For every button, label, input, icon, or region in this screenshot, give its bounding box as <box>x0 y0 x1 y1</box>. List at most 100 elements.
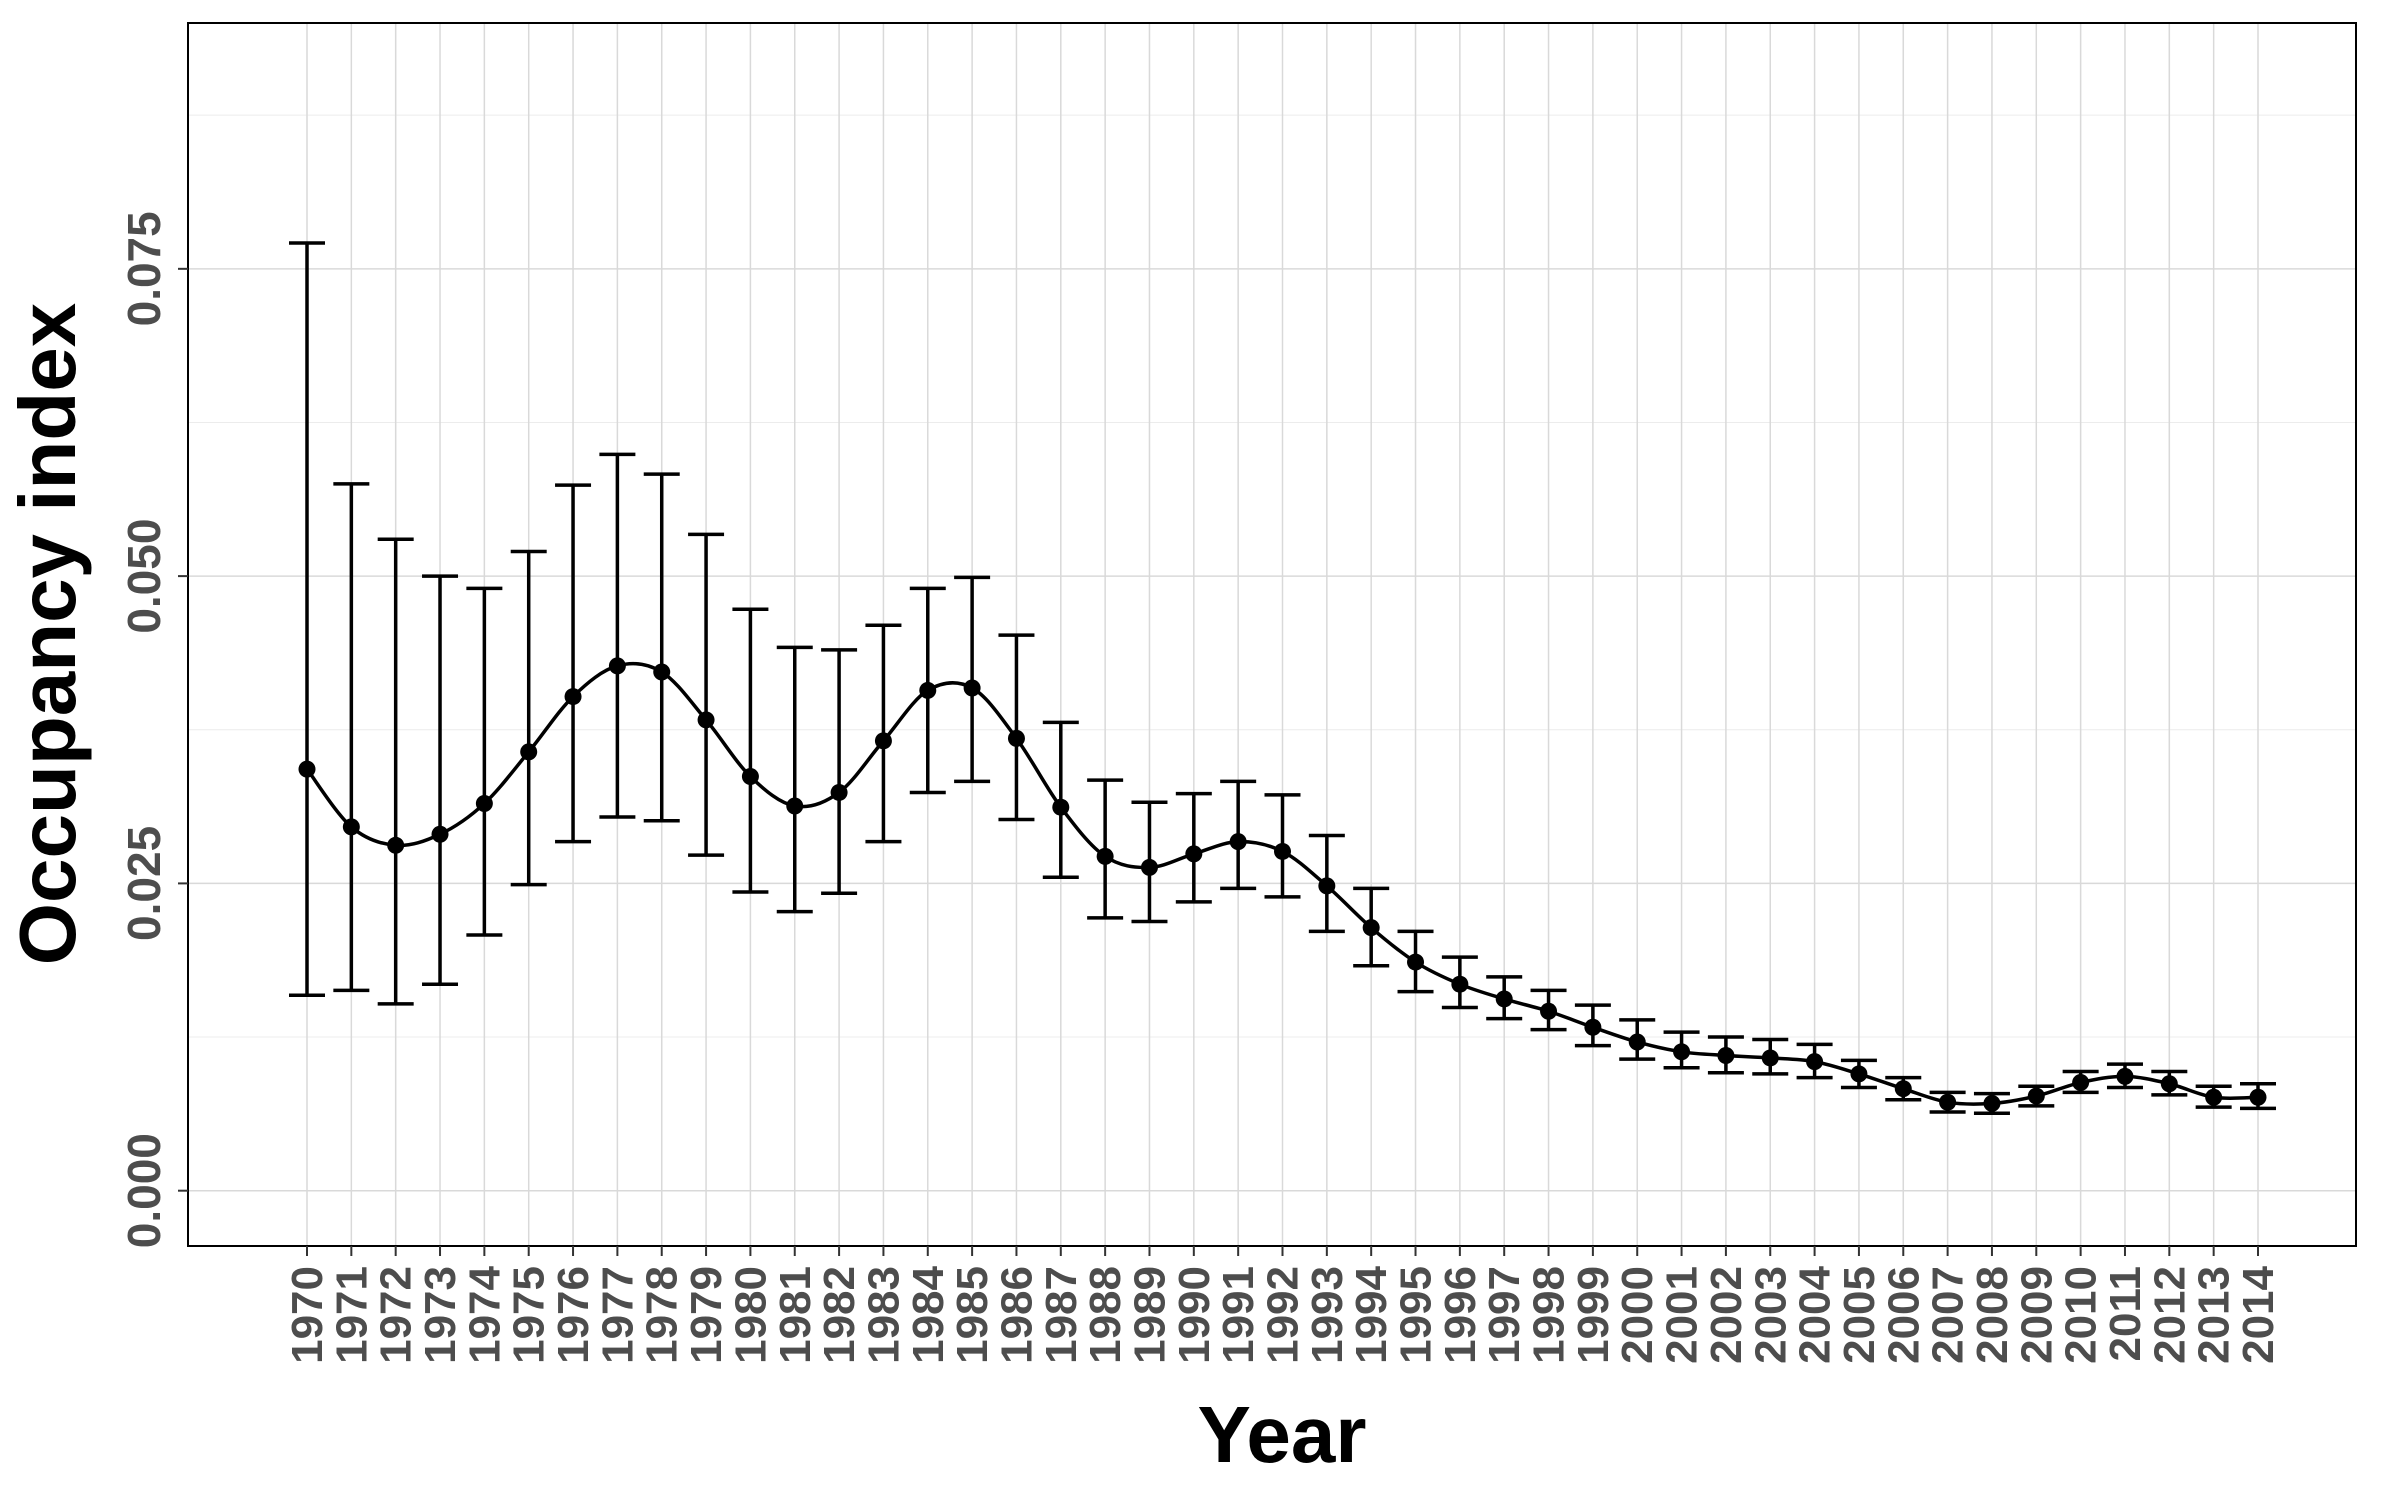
data-point-2007 <box>1939 1093 1957 1111</box>
data-point-1979 <box>697 711 715 729</box>
data-point-1973 <box>431 825 449 843</box>
x-tick-label: 1981 <box>771 1266 820 1364</box>
data-point-2000 <box>1628 1033 1646 1051</box>
y-axis-title: Occupancy index <box>3 303 92 965</box>
x-tick-label: 1987 <box>1037 1266 1086 1364</box>
x-tick-label: 1984 <box>904 1265 953 1363</box>
data-point-2012 <box>2160 1075 2178 1093</box>
x-tick-label: 2002 <box>1702 1266 1751 1364</box>
data-point-1983 <box>874 732 892 750</box>
plot-border <box>187 22 2357 1247</box>
data-point-1985 <box>963 679 981 697</box>
x-tick-label: 2000 <box>1613 1266 1662 1364</box>
x-tick-label: 1988 <box>1081 1266 1130 1364</box>
data-point-2014 <box>2249 1088 2267 1106</box>
data-points <box>298 657 2267 1112</box>
x-tick-label: 1999 <box>1569 1266 1618 1364</box>
data-point-1995 <box>1407 953 1425 971</box>
data-point-1975 <box>520 743 538 761</box>
data-point-1981 <box>786 797 804 815</box>
data-point-1982 <box>830 783 848 801</box>
data-point-1976 <box>564 688 582 706</box>
y-tick-label: 0.050 <box>118 519 170 634</box>
x-tick-label: 2010 <box>2057 1266 2106 1364</box>
data-point-1988 <box>1096 847 1114 865</box>
x-tick-label: 2003 <box>1746 1266 1795 1364</box>
x-tick-label: 2004 <box>1791 1265 1840 1363</box>
plot-background <box>188 23 2356 1246</box>
x-tick-label: 1982 <box>815 1266 864 1364</box>
x-tick-label: 1991 <box>1214 1266 1263 1364</box>
x-tick-label: 1994 <box>1347 1265 1396 1363</box>
data-point-1993 <box>1318 877 1336 895</box>
data-point-1989 <box>1140 858 1158 876</box>
data-point-2009 <box>2027 1087 2045 1105</box>
data-point-2011 <box>2116 1067 2134 1085</box>
x-tick-label: 1979 <box>682 1266 731 1364</box>
x-tick-label: 1992 <box>1259 1266 1308 1364</box>
x-tick-label: 2005 <box>1835 1266 1884 1364</box>
x-tick-label: 1974 <box>460 1265 509 1363</box>
x-tick-label: 1989 <box>1125 1266 1174 1364</box>
data-point-2006 <box>1894 1080 1912 1098</box>
data-point-1978 <box>653 663 671 681</box>
x-tick-label: 1973 <box>416 1266 465 1364</box>
x-axis-title: Year <box>1197 1390 1366 1479</box>
x-tick-label: 2013 <box>2190 1266 2239 1364</box>
x-tick-label: 1997 <box>1480 1266 1529 1364</box>
x-tick-label: 1980 <box>726 1266 775 1364</box>
data-point-2005 <box>1850 1065 1868 1083</box>
data-point-1992 <box>1274 842 1291 860</box>
data-point-1980 <box>741 767 759 785</box>
data-point-1999 <box>1584 1018 1602 1036</box>
y-tick-label: 0.000 <box>118 1133 170 1248</box>
x-tick-label: 2009 <box>2012 1266 2061 1364</box>
x-tick-label: 1998 <box>1525 1266 1574 1364</box>
x-tick-label: 1976 <box>549 1266 598 1364</box>
data-point-2003 <box>1761 1049 1779 1067</box>
x-tick-label: 1975 <box>505 1266 554 1364</box>
y-axis-ticks: 0.000 0.025 0.050 0.075 <box>118 211 188 1248</box>
x-tick-label: 2011 <box>2101 1266 2150 1361</box>
x-tick-label: 1977 <box>593 1266 642 1364</box>
data-point-1974 <box>475 795 493 813</box>
data-point-2002 <box>1717 1046 1735 1064</box>
x-tick-label: 2014 <box>2234 1265 2283 1363</box>
x-tick-label: 1993 <box>1303 1266 1352 1364</box>
data-point-1997 <box>1495 990 1513 1008</box>
data-point-2010 <box>2072 1074 2090 1092</box>
data-point-1970 <box>298 760 316 778</box>
data-point-2001 <box>1673 1043 1691 1061</box>
data-point-1998 <box>1540 1002 1558 1020</box>
x-axis-ticks: 1970197119721973197419751976197719781979… <box>283 1246 2283 1364</box>
data-point-1990 <box>1185 845 1203 863</box>
x-tick-label: 1990 <box>1170 1266 1219 1364</box>
x-tick-label: 2006 <box>1879 1266 1928 1364</box>
x-tick-label: 1972 <box>372 1266 421 1364</box>
x-tick-label: 1970 <box>283 1266 332 1364</box>
data-point-1994 <box>1362 919 1380 937</box>
x-tick-label: 1978 <box>638 1266 687 1364</box>
x-tick-label: 2007 <box>1924 1266 1973 1364</box>
data-point-1972 <box>387 836 405 854</box>
x-tick-label: 2008 <box>1968 1266 2017 1364</box>
x-tick-label: 2001 <box>1658 1266 1707 1364</box>
data-point-2004 <box>1806 1053 1824 1071</box>
x-tick-label: 1996 <box>1436 1266 1485 1364</box>
data-point-1991 <box>1229 833 1247 851</box>
data-point-1977 <box>608 657 626 675</box>
y-tick-label: 0.075 <box>118 211 170 326</box>
x-tick-label: 2012 <box>2145 1266 2194 1364</box>
data-point-1987 <box>1052 798 1070 816</box>
data-point-1984 <box>919 681 937 699</box>
y-tick-label: 0.025 <box>118 826 170 941</box>
x-tick-label: 1986 <box>992 1266 1041 1364</box>
x-tick-label: 1995 <box>1392 1266 1441 1364</box>
data-point-1971 <box>342 818 360 836</box>
data-point-1996 <box>1451 975 1469 993</box>
x-tick-label: 1971 <box>327 1266 376 1364</box>
data-point-2013 <box>2205 1088 2223 1106</box>
x-tick-label: 1985 <box>948 1266 997 1364</box>
data-point-2008 <box>1983 1094 2001 1112</box>
